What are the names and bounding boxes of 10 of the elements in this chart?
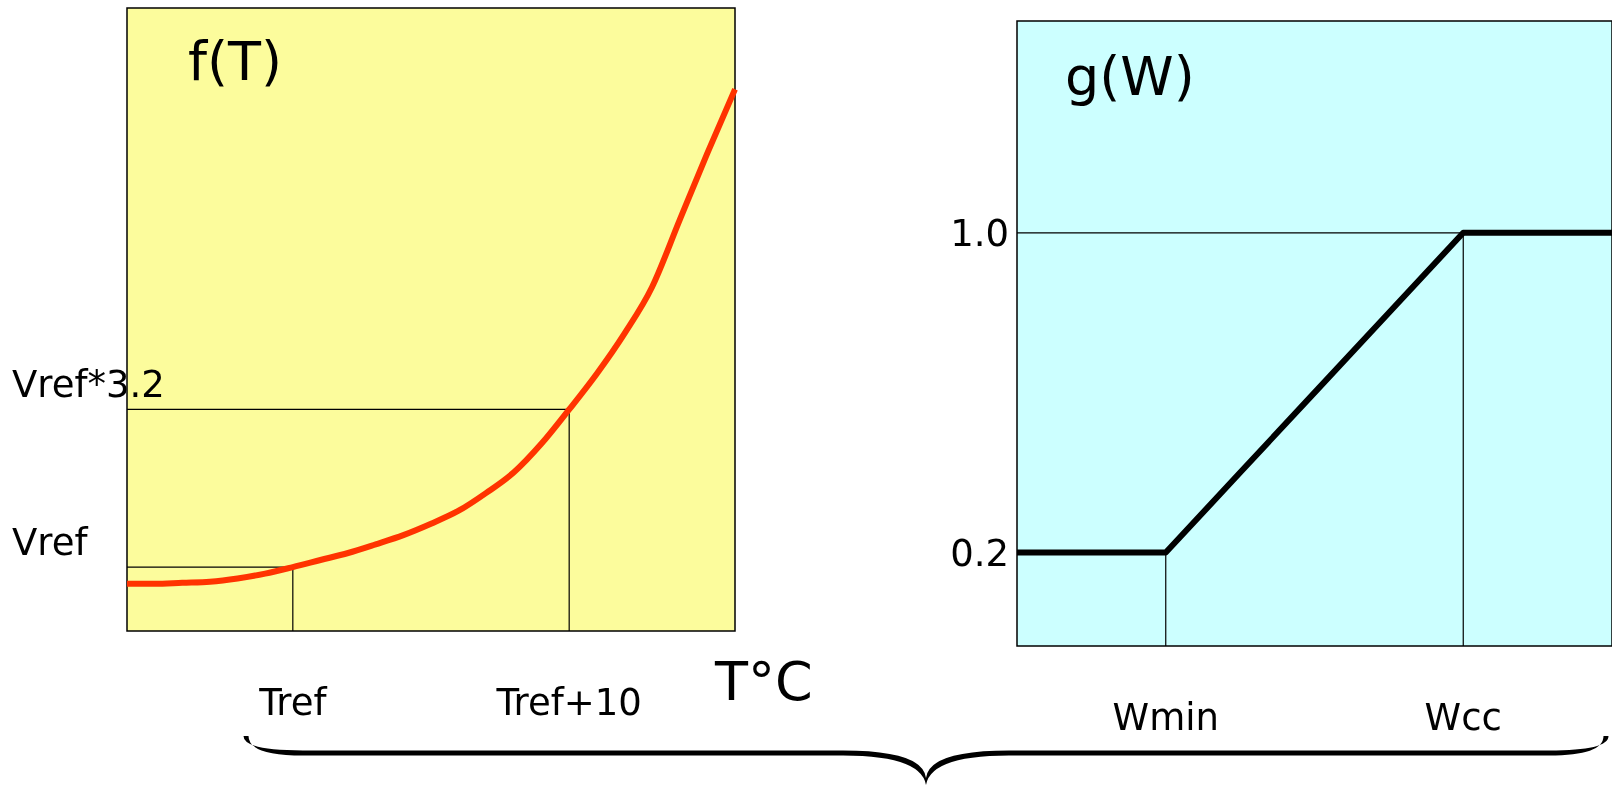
chart-title: f(T)	[188, 30, 283, 93]
x-tick-label: Tref	[258, 681, 328, 725]
ref-line-label: Vref	[12, 521, 88, 565]
y-tick-label: 0.2	[950, 531, 1009, 575]
x-tick-label: Wmin	[1112, 696, 1219, 740]
text: g(W)	[1065, 45, 1195, 108]
x-axis-title: T°C	[715, 650, 813, 713]
x-tick-label: Tref+10	[495, 681, 642, 725]
y-tick-label: 1.0	[950, 211, 1009, 255]
x-tick-label: Wcc	[1424, 696, 1502, 740]
